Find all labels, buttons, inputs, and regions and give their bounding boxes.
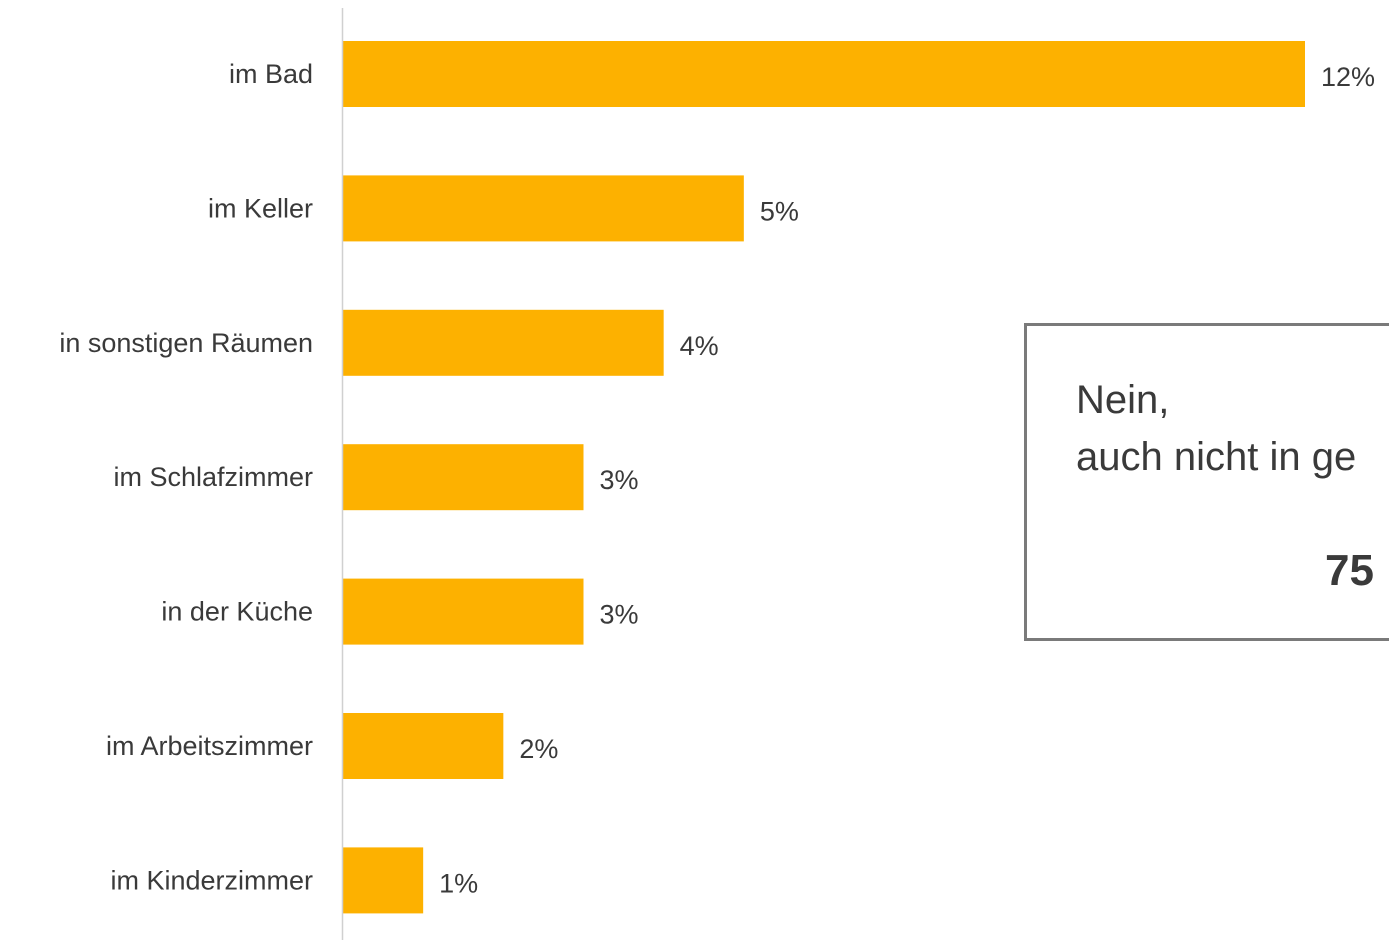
- value-label: 1%: [439, 868, 478, 898]
- category-label: in der Küche: [161, 597, 313, 627]
- bars-layer: im Bad 12% im Keller 5% in sonstigen Räumen 4…: [59, 41, 1375, 914]
- bar: [343, 847, 424, 914]
- bar: [343, 41, 1305, 107]
- bar: [343, 309, 664, 376]
- callout-line-1: Nein,: [1076, 378, 1170, 422]
- bar: [343, 444, 584, 511]
- bar: [343, 175, 744, 242]
- callout-line-2: auch nicht in ge: [1076, 435, 1357, 479]
- value-label: 12%: [1321, 62, 1375, 92]
- category-label: im Bad: [229, 59, 313, 89]
- value-label: 3%: [600, 600, 639, 630]
- value-label: 3%: [600, 465, 639, 495]
- callout-value: 75: [1325, 546, 1374, 595]
- bar: [343, 713, 504, 779]
- category-label: im Keller: [208, 193, 313, 223]
- value-label: 2%: [519, 734, 558, 764]
- bar: [343, 578, 584, 645]
- callout-box: Nein, auch nicht in ge 75: [1024, 323, 1389, 641]
- category-label: im Arbeitszimmer: [106, 731, 313, 761]
- category-label: im Schlafzimmer: [113, 462, 313, 492]
- category-label: in sonstigen Räumen: [59, 328, 313, 358]
- value-label: 5%: [760, 196, 799, 226]
- category-label: im Kinderzimmer: [110, 865, 313, 895]
- value-label: 4%: [680, 331, 719, 361]
